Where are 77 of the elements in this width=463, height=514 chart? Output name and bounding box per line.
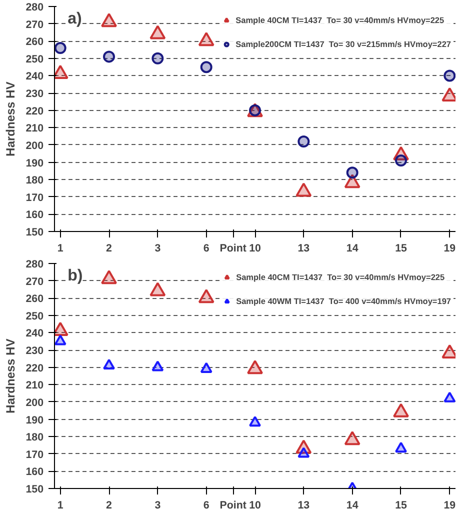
point	[198, 32, 214, 46]
point	[54, 42, 66, 54]
x-tick-label: 15	[395, 242, 407, 254]
point	[152, 360, 164, 372]
y-tick-label: 150	[26, 226, 44, 238]
point	[247, 360, 263, 374]
x-tick-label: 3	[154, 500, 161, 512]
x-tick-label: 6	[203, 500, 210, 512]
point	[198, 289, 214, 304]
y-tick-label: 250	[26, 310, 44, 322]
point	[444, 392, 456, 402]
y-tick-label: 200	[26, 140, 44, 152]
x-axis-title: Point	[220, 500, 247, 512]
point	[103, 358, 116, 370]
y-tick-label: 210	[26, 122, 44, 135]
annotation: a)	[68, 10, 82, 28]
y-tick-label: 210	[26, 380, 44, 392]
x-tick-label: 13	[298, 242, 310, 254]
x-tick-label: 14	[346, 500, 358, 512]
x-tick-label: 6	[203, 242, 210, 254]
y-tick-label: 240	[26, 328, 44, 340]
y-tick-label: 190	[26, 157, 44, 170]
x-tick-label: 10	[249, 500, 261, 512]
y-tick-label: 280	[26, 258, 44, 270]
y-tick-label: 190	[26, 414, 44, 426]
x-tick-label: 19	[444, 500, 456, 512]
point	[54, 334, 66, 346]
x-axis-title: Point	[220, 242, 247, 254]
point	[392, 403, 409, 418]
y-tick-label: 260	[26, 293, 44, 306]
y-tick-label: 160	[26, 466, 44, 478]
x-tick-label: 2	[106, 500, 112, 512]
point	[344, 430, 360, 446]
point	[200, 362, 212, 373]
point	[103, 50, 116, 63]
y-axis-title: Hardness HV	[4, 338, 18, 414]
y-tick-label: 270	[26, 276, 44, 288]
y-tick-label: 180	[26, 174, 44, 187]
point	[296, 182, 312, 197]
point	[249, 416, 261, 427]
x-tick-label: 10	[249, 242, 261, 254]
legend-label: Sample 40CM TI=1437 To= 30 v=40mm/s HVmoy=225	[236, 14, 444, 26]
x-tick-label: 19	[444, 242, 456, 254]
y-tick-label: 220	[26, 362, 44, 374]
y-tick-label: 270	[26, 18, 44, 31]
point	[200, 61, 212, 74]
y-tick-label: 240	[26, 70, 44, 83]
point	[298, 136, 310, 148]
y-tick-label: 150	[26, 484, 44, 496]
y-tick-label: 230	[26, 88, 44, 100]
x-tick-label: 2	[106, 242, 112, 254]
y-axis-title: Hardness HV	[4, 82, 18, 156]
y-tick-label: 180	[26, 432, 44, 444]
y-tick-label: 170	[26, 448, 44, 461]
legend-label: Sample 40CM TI=1437 To= 30 v=40mm/s HVmoy=225	[236, 272, 445, 283]
x-tick-label: 15	[395, 500, 407, 512]
x-tick-label: 1	[57, 500, 64, 512]
x-tick-label: 13	[298, 500, 310, 512]
y-tick-label: 200	[26, 396, 44, 409]
y-tick-label: 260	[26, 36, 44, 48]
y-tick-label: 230	[26, 345, 44, 358]
y-tick-label: 170	[26, 192, 44, 204]
x-tick-label: 14	[346, 242, 358, 254]
point	[101, 270, 118, 284]
point	[394, 442, 407, 453]
y-tick-label: 220	[26, 105, 44, 118]
point	[152, 52, 164, 64]
point	[150, 282, 166, 296]
x-tick-label: 1	[57, 242, 64, 254]
legend-label: Sample200CM TI=1437 To= 30 v=215mm/s HVmoy=227	[236, 38, 451, 50]
point	[444, 70, 456, 82]
y-tick-label: 280	[26, 2, 44, 14]
legend-label: Sample 40WM TI=1437 To= 400 v=40mm/s HVmoy=197	[236, 296, 451, 307]
annotation: b)	[68, 268, 83, 284]
y-tick-label: 160	[26, 209, 44, 222]
x-tick-label: 3	[154, 242, 161, 254]
y-tick-label: 250	[26, 53, 44, 66]
